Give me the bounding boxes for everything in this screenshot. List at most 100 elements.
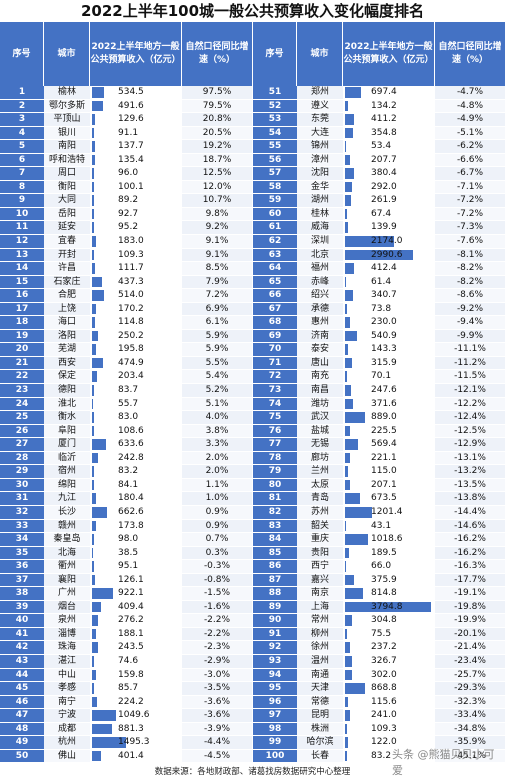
growth-cell: 5.1% (182, 397, 252, 411)
revenue-bar (92, 723, 112, 735)
revenue-cell: 91.1 (90, 126, 182, 140)
rank-cell: 8 (0, 180, 44, 194)
growth-cell: 7.9% (182, 275, 252, 289)
rank-cell: 58 (253, 180, 297, 194)
watermark: 头条 @熊猫贝贝小可爱 (392, 748, 495, 777)
revenue-value: 143.3 (371, 344, 397, 355)
city-cell: 兰州 (297, 465, 343, 478)
city-cell: 上饶 (44, 302, 90, 316)
table-row: 4 银川 91.1 20.5% (0, 126, 252, 141)
city-cell: 衡水 (44, 411, 90, 424)
revenue-cell: 412.4 (343, 262, 435, 275)
rank-cell: 84 (253, 533, 297, 546)
revenue-cell: 115.6 (343, 695, 435, 709)
revenue-value: 203.4 (118, 371, 144, 382)
table-left: 序号 城市 2022上半年地方一般公共预算收入（亿元） 自然口径同比增速（%） … (0, 22, 252, 764)
growth-cell: 4.0% (182, 411, 252, 424)
revenue-bar (345, 344, 349, 355)
revenue-cell: 224.2 (90, 695, 182, 709)
table-body: 51 郑州 697.4 -4.7% 52 遵义 134.2 -4.8% 53 东莞 411.2 -4.… (253, 86, 505, 764)
revenue-cell: 89.2 (90, 194, 182, 207)
table-row: 43 湛江 74.6 -2.9% (0, 654, 252, 669)
table-row: 35 北海 38.5 0.3% (0, 546, 252, 561)
table-row: 95 天津 868.8 -29.3% (253, 682, 505, 696)
table-row: 52 遵义 134.2 -4.8% (253, 99, 505, 114)
rank-cell: 20 (0, 343, 44, 356)
revenue-bar (345, 588, 364, 599)
rank-cell: 59 (253, 194, 297, 207)
revenue-value: 207.7 (371, 154, 397, 165)
growth-cell: 5.9% (182, 329, 252, 343)
revenue-cell: 66.0 (343, 560, 435, 573)
city-cell: 鄂尔多斯 (44, 99, 90, 113)
revenue-bar (345, 439, 358, 450)
growth-cell: 3.8% (182, 424, 252, 438)
revenue-value: 173.8 (118, 520, 144, 531)
table-row: 58 金华 292.0 -7.1% (253, 180, 505, 195)
revenue-cell: 173.8 (90, 519, 182, 533)
revenue-bar (345, 493, 361, 504)
revenue-value: 242.8 (118, 452, 144, 463)
rank-cell: 4 (0, 126, 44, 140)
city-cell: 太原 (297, 478, 343, 492)
table-row: 77 无锡 569.4 -12.9% (253, 438, 505, 452)
table-row: 75 武汉 889.0 -12.4% (253, 411, 505, 425)
city-cell: 岳阳 (44, 207, 90, 221)
rank-cell: 57 (253, 167, 297, 180)
city-cell: 赣州 (44, 519, 90, 533)
revenue-bar (345, 601, 431, 613)
growth-cell: 9.8% (182, 207, 252, 221)
table-row: 13 开封 109.3 9.1% (0, 248, 252, 263)
revenue-value: 91.1 (118, 127, 139, 138)
revenue-cell: 207.1 (343, 478, 435, 492)
city-cell: 大同 (44, 194, 90, 207)
revenue-value: 922.1 (118, 588, 144, 599)
table-row: 26 阜阳 108.6 3.8% (0, 424, 252, 439)
growth-cell: 10.7% (182, 194, 252, 207)
growth-cell: -12.2% (435, 397, 505, 411)
city-cell: 中山 (44, 668, 90, 682)
table-row: 89 上海 3794.8 -19.8% (253, 600, 505, 615)
revenue-cell: 474.9 (90, 356, 182, 370)
rank-cell: 36 (0, 560, 44, 573)
rank-cell: 1 (0, 86, 44, 99)
revenue-cell: 230.0 (343, 316, 435, 329)
table-row: 91 柳州 75.5 -20.1% (253, 627, 505, 642)
growth-cell: -4.9% (435, 113, 505, 126)
city-cell: 青岛 (297, 492, 343, 505)
city-cell: 无锡 (297, 438, 343, 451)
table-row: 8 衡阳 100.1 12.0% (0, 180, 252, 195)
revenue-bar (345, 87, 361, 98)
table-row: 96 常德 115.6 -32.3% (253, 695, 505, 710)
rank-cell: 68 (253, 316, 297, 329)
revenue-cell: 241.0 (343, 709, 435, 722)
growth-cell: -6.2% (435, 140, 505, 153)
revenue-cell: 409.4 (90, 600, 182, 614)
revenue-bar (92, 87, 105, 98)
table-header: 序号 城市 2022上半年地方一般公共预算收入（亿元） 自然口径同比增速（%） (0, 22, 252, 86)
growth-cell: 5.9% (182, 343, 252, 356)
revenue-cell: 137.7 (90, 140, 182, 153)
table-row: 2 鄂尔多斯 491.6 79.5% (0, 99, 252, 114)
revenue-cell: 292.0 (343, 180, 435, 194)
table-row: 6 呼和浩特 135.4 18.7% (0, 153, 252, 168)
rank-cell: 88 (253, 587, 297, 600)
revenue-value: 697.4 (371, 87, 397, 97)
revenue-bar (92, 222, 95, 234)
city-cell: 延安 (44, 221, 90, 235)
revenue-bar (345, 357, 353, 369)
revenue-cell: 189.5 (343, 546, 435, 560)
city-cell: 芜湖 (44, 343, 90, 356)
revenue-value: 92.7 (118, 208, 139, 219)
growth-cell: -7.6% (435, 235, 505, 248)
rank-cell: 49 (0, 736, 44, 749)
city-cell: 桂林 (297, 207, 343, 221)
revenue-value: 188.1 (118, 628, 144, 639)
rank-cell: 18 (0, 316, 44, 329)
city-cell: 海口 (44, 316, 90, 329)
revenue-value: 292.0 (371, 181, 397, 192)
growth-cell: -13.2% (435, 465, 505, 478)
revenue-cell: 889.0 (343, 411, 435, 424)
revenue-cell: 111.7 (90, 262, 182, 275)
revenue-cell: 315.9 (343, 356, 435, 370)
